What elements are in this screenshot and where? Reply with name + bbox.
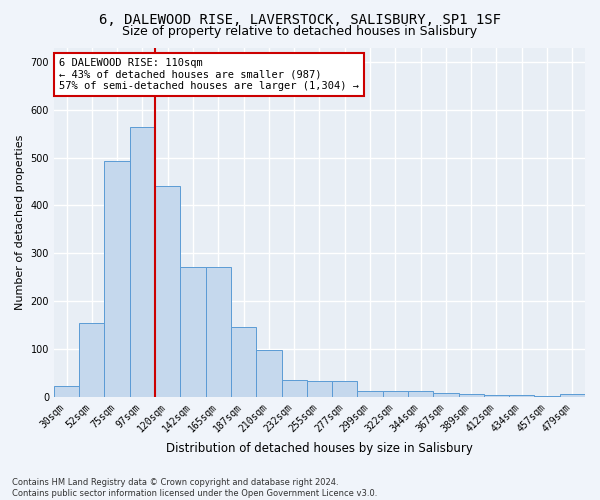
- Text: 6, DALEWOOD RISE, LAVERSTOCK, SALISBURY, SP1 1SF: 6, DALEWOOD RISE, LAVERSTOCK, SALISBURY,…: [99, 12, 501, 26]
- Bar: [231, 328, 256, 397]
- Bar: [433, 392, 458, 397]
- Bar: [104, 162, 130, 397]
- Bar: [383, 391, 408, 397]
- X-axis label: Distribution of detached houses by size in Salisbury: Distribution of detached houses by size …: [166, 442, 473, 455]
- Bar: [79, 322, 104, 397]
- Bar: [509, 395, 535, 397]
- Bar: [484, 395, 509, 397]
- Bar: [256, 350, 281, 397]
- Bar: [560, 394, 585, 397]
- Bar: [54, 386, 79, 397]
- Bar: [332, 382, 358, 397]
- Bar: [155, 186, 181, 397]
- Text: 6 DALEWOOD RISE: 110sqm
← 43% of detached houses are smaller (987)
57% of semi-d: 6 DALEWOOD RISE: 110sqm ← 43% of detache…: [59, 58, 359, 91]
- Bar: [130, 128, 155, 397]
- Y-axis label: Number of detached properties: Number of detached properties: [15, 134, 25, 310]
- Bar: [408, 391, 433, 397]
- Text: Contains HM Land Registry data © Crown copyright and database right 2024.
Contai: Contains HM Land Registry data © Crown c…: [12, 478, 377, 498]
- Bar: [206, 266, 231, 397]
- Bar: [181, 266, 206, 397]
- Bar: [458, 394, 484, 397]
- Text: Size of property relative to detached houses in Salisbury: Size of property relative to detached ho…: [122, 25, 478, 38]
- Bar: [307, 382, 332, 397]
- Bar: [358, 390, 383, 397]
- Bar: [281, 380, 307, 397]
